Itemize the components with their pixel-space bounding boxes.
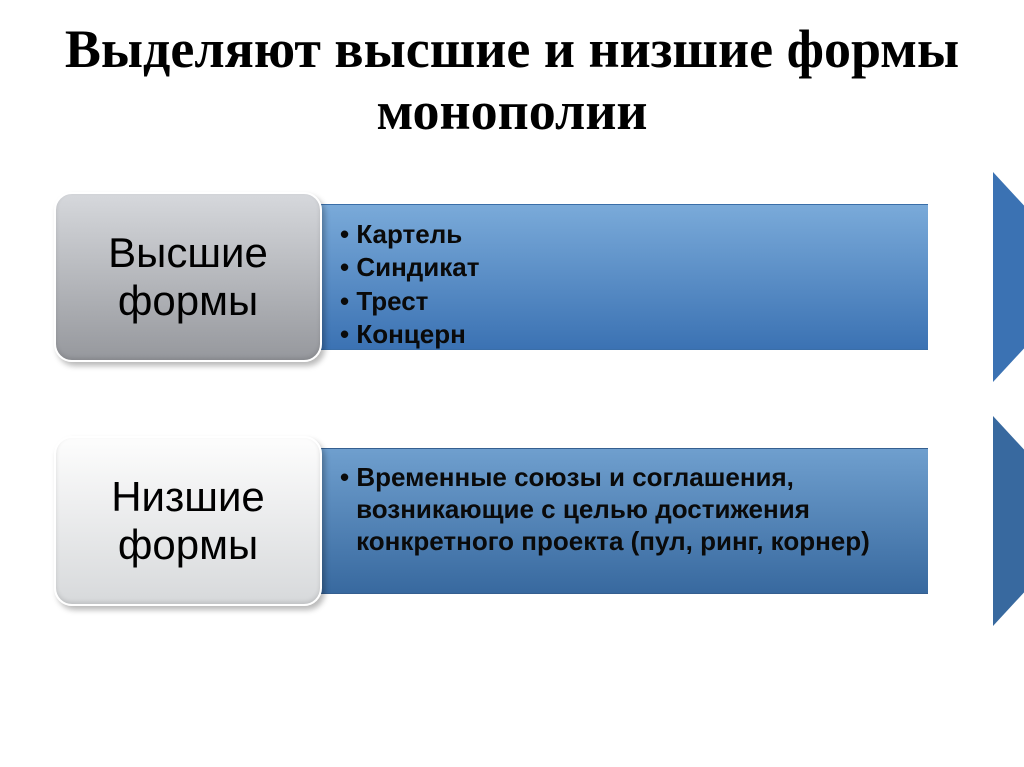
arrow-head-high [993,172,1024,382]
arrow-content-high: Картель Синдикат Трест Концерн [340,218,900,351]
diagram-container: Картель Синдикат Трест Концерн Высшие фо… [0,172,1024,626]
label-box-low: Низшие формы [54,436,322,606]
list-item: Картель [340,218,900,251]
page-title: Выделяют высшие и низшие формы монополии [0,0,1024,142]
arrow-head-low [993,416,1024,626]
arrow-row-low: Временные союзы и соглашения, возникающи… [0,416,1024,626]
arrow-content-low: Временные союзы и соглашения, возникающи… [340,462,900,557]
list-item: Концерн [340,318,900,351]
label-text-low: Низшие формы [56,473,320,570]
label-box-high: Высшие формы [54,192,322,362]
arrow-row-high: Картель Синдикат Трест Концерн Высшие фо… [0,172,1024,382]
label-text-high: Высшие формы [56,229,320,326]
list-item: Синдикат [340,251,900,284]
paragraph-text: Временные союзы и соглашения, возникающи… [340,462,900,557]
list-item: Трест [340,285,900,318]
